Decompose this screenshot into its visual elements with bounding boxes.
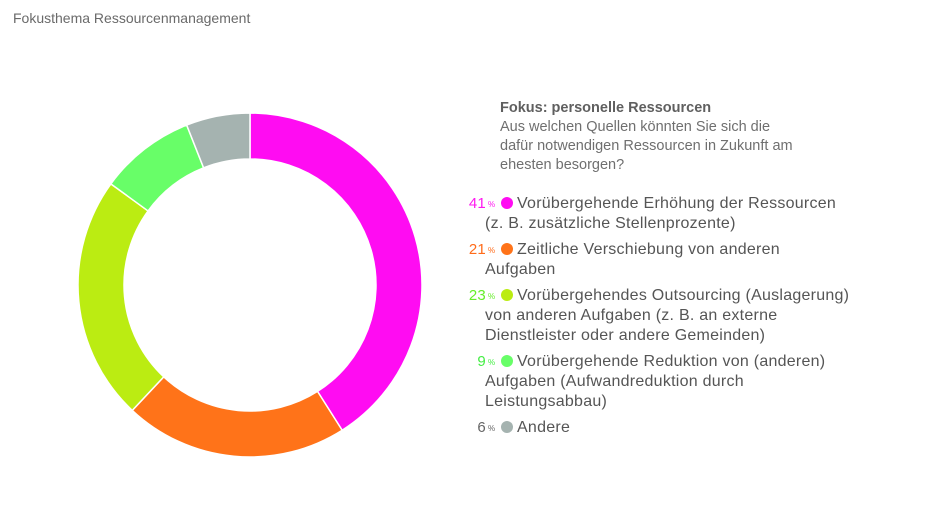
question-block: Fokus: personelle Ressourcen Aus welchen… — [500, 99, 860, 175]
legend-text: Aufgaben — [485, 261, 556, 278]
legend-dot-icon — [501, 355, 513, 367]
question-title: Fokus: personelle Ressourcen — [500, 100, 712, 116]
percent-label: 41 — [468, 195, 486, 212]
percent-sign: % — [488, 246, 496, 255]
percent-sign: % — [488, 200, 496, 209]
legend-dot-icon — [501, 197, 513, 209]
donut-slice — [131, 375, 344, 458]
percent-label: 9 — [477, 353, 486, 370]
legend-dot-icon — [501, 243, 513, 255]
legend-text: (z. B. zusätzliche Stellenprozente) — [485, 215, 736, 232]
legend-text: Dienstleister oder andere Gemeinden) — [485, 327, 766, 344]
legend-text: von anderen Aufgaben (z. B. an externe — [485, 307, 778, 324]
percent-sign: % — [488, 292, 496, 301]
question-line: Aus welchen Quellen könnten Sie sich die — [500, 119, 771, 135]
legend: 41% Vorübergehende Erhöhung der Ressource… — [440, 194, 880, 444]
legend-dot-icon — [501, 421, 513, 433]
percent-label: 23 — [468, 287, 486, 304]
percent-label: 6 — [477, 419, 486, 436]
chart-title: Fokusthema Ressourcenmanagement — [13, 10, 251, 26]
percent-sign: % — [488, 358, 496, 367]
donut-slice — [77, 182, 165, 412]
legend-item: 23% Vorübergehendes Outsourcing (Auslager… — [440, 286, 880, 346]
legend-text: Vorübergehendes Outsourcing (Auslagerung… — [517, 287, 850, 304]
percent-sign: % — [488, 424, 496, 433]
question-line: dafür notwendigen Ressourcen in Zukunft … — [500, 138, 793, 154]
question-line: ehesten besorgen? — [500, 157, 625, 173]
legend-text: Vorübergehende Erhöhung der Ressourcen — [517, 195, 837, 212]
legend-item: 6% Andere — [440, 418, 880, 438]
legend-text: Aufgaben (Aufwandreduktion durch — [485, 373, 744, 390]
donut-slice — [185, 112, 251, 169]
legend-text: Andere — [517, 419, 571, 436]
legend-dot-icon — [501, 289, 513, 301]
legend-item: 21% Zeitliche Verschiebung von anderen Auf… — [440, 240, 880, 280]
percent-label: 21 — [468, 241, 486, 258]
legend-text: Zeitliche Verschiebung von anderen — [517, 241, 780, 258]
legend-text: Vorübergehende Reduktion von (anderen) — [517, 353, 826, 370]
donut-slice — [249, 112, 423, 432]
legend-text: Leistungsabbau) — [485, 393, 608, 410]
legend-item: 9% Vorübergehende Reduktion von (anderen)… — [440, 352, 880, 412]
legend-item: 41% Vorübergehende Erhöhung der Ressource… — [440, 194, 880, 234]
